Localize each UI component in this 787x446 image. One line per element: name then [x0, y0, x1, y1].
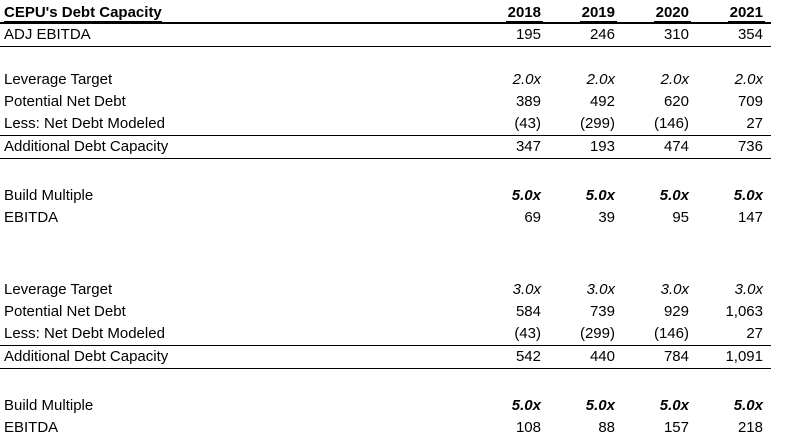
table-row: ADJ EBITDA 195 246 310 354	[0, 24, 771, 47]
cell-value[interactable]: 736	[737, 138, 763, 155]
cell-value[interactable]: 95	[672, 209, 689, 226]
cell-value[interactable]: 193	[589, 138, 615, 155]
cell-value[interactable]: (146)	[653, 115, 689, 132]
cell-value[interactable]: (43)	[514, 115, 541, 132]
table-row: Less: Net Debt Modeled (43) (299) (146) 27	[0, 323, 771, 346]
cell-value[interactable]: 5.0x	[659, 187, 689, 204]
cell-value[interactable]: 2.0x	[734, 71, 763, 88]
cell-value[interactable]: 929	[663, 303, 689, 320]
cell-value[interactable]: 2.0x	[512, 71, 541, 88]
column-header-2019[interactable]: 2019	[549, 3, 623, 22]
cell-value[interactable]: 440	[589, 348, 615, 365]
cell-value[interactable]: 3.0x	[586, 281, 615, 298]
cell-value[interactable]: 5.0x	[585, 397, 615, 414]
cell-value[interactable]: 147	[737, 209, 763, 226]
blank-row	[0, 159, 771, 185]
cell-value[interactable]: 2.0x	[586, 71, 615, 88]
year-label: 2018	[505, 4, 543, 22]
cell-value[interactable]: 1,063	[725, 303, 763, 320]
row-label[interactable]: Additional Debt Capacity	[4, 348, 169, 365]
cell-value[interactable]: 246	[589, 26, 615, 43]
cell-value[interactable]: 310	[663, 26, 689, 43]
cell-value[interactable]: 218	[737, 419, 763, 436]
title-cell[interactable]: CEPU's Debt Capacity	[0, 3, 475, 22]
blank-row	[0, 369, 771, 395]
row-label[interactable]: Potential Net Debt	[4, 93, 126, 110]
column-header-2020[interactable]: 2020	[623, 3, 697, 22]
cell-value[interactable]: 620	[663, 93, 689, 110]
cell-value[interactable]: (146)	[653, 325, 689, 342]
table-row: Leverage Target 3.0x 3.0x 3.0x 3.0x	[0, 279, 771, 301]
cell-value[interactable]: 3.0x	[512, 281, 541, 298]
year-label: 2021	[727, 4, 765, 22]
row-label[interactable]: EBITDA	[4, 209, 59, 226]
cell-value[interactable]: 27	[746, 115, 763, 132]
table-body: ADJ EBITDA 195 246 310 354 Leverage Target 2.0…	[0, 24, 771, 439]
cell-value[interactable]: (299)	[579, 325, 615, 342]
cell-value[interactable]: 3.0x	[734, 281, 763, 298]
cell-value[interactable]: 5.0x	[659, 397, 689, 414]
row-label[interactable]: ADJ EBITDA	[4, 26, 91, 43]
cell-value[interactable]: 389	[515, 93, 541, 110]
row-label[interactable]: EBITDA	[4, 419, 59, 436]
cell-value[interactable]: (299)	[579, 115, 615, 132]
debt-capacity-table: CEPU's Debt Capacity 2018 2019 2020 2021…	[0, 3, 771, 439]
cell-value[interactable]: 709	[737, 93, 763, 110]
table-row: Potential Net Debt 389 492 620 709	[0, 91, 771, 113]
row-label[interactable]: Less: Net Debt Modeled	[4, 115, 165, 132]
cell-value[interactable]: 5.0x	[733, 397, 763, 414]
row-label[interactable]: Build Multiple	[4, 187, 94, 204]
table-row: Build Multiple 5.0x 5.0x 5.0x 5.0x	[0, 185, 771, 207]
blank-row	[0, 229, 771, 279]
page-title: CEPU's Debt Capacity	[4, 4, 162, 22]
cell-value[interactable]: 108	[515, 419, 541, 436]
cell-value[interactable]: 584	[515, 303, 541, 320]
cell-value[interactable]: 5.0x	[511, 397, 541, 414]
cell-value[interactable]: 474	[663, 138, 689, 155]
cell-value[interactable]: 542	[515, 348, 541, 365]
table-row: EBITDA 108 88 157 218	[0, 417, 771, 439]
year-label: 2020	[653, 4, 691, 22]
cell-value[interactable]: 195	[515, 26, 541, 43]
cell-value[interactable]: 39	[598, 209, 615, 226]
cell-value[interactable]: 492	[589, 93, 615, 110]
table-row: Build Multiple 5.0x 5.0x 5.0x 5.0x	[0, 395, 771, 417]
cell-value[interactable]: 3.0x	[660, 281, 689, 298]
cell-value[interactable]: 5.0x	[733, 187, 763, 204]
cell-value[interactable]: 739	[589, 303, 615, 320]
cell-value[interactable]: 2.0x	[660, 71, 689, 88]
table-row: Less: Net Debt Modeled (43) (299) (146) 27	[0, 113, 771, 136]
row-label[interactable]: Potential Net Debt	[4, 303, 126, 320]
year-label: 2019	[579, 4, 617, 22]
cell-value[interactable]: 69	[524, 209, 541, 226]
table-row: Leverage Target 2.0x 2.0x 2.0x 2.0x	[0, 69, 771, 91]
table-row: Potential Net Debt 584 739 929 1,063	[0, 301, 771, 323]
cell-value[interactable]: 1,091	[725, 348, 763, 365]
row-label[interactable]: Additional Debt Capacity	[4, 138, 169, 155]
row-label[interactable]: Leverage Target	[4, 281, 113, 298]
table-row: Additional Debt Capacity 347 193 474 736	[0, 136, 771, 159]
cell-value[interactable]: 354	[737, 26, 763, 43]
cell-value[interactable]: (43)	[514, 325, 541, 342]
cell-value[interactable]: 88	[598, 419, 615, 436]
cell-value[interactable]: 5.0x	[585, 187, 615, 204]
cell-value[interactable]: 784	[663, 348, 689, 365]
row-label[interactable]: Leverage Target	[4, 71, 113, 88]
column-header-2021[interactable]: 2021	[697, 3, 771, 22]
row-label[interactable]: Build Multiple	[4, 397, 94, 414]
cell-value[interactable]: 27	[746, 325, 763, 342]
cell-value[interactable]: 5.0x	[511, 187, 541, 204]
cell-value[interactable]: 157	[663, 419, 689, 436]
cell-value[interactable]: 347	[515, 138, 541, 155]
column-header-2018[interactable]: 2018	[475, 3, 549, 22]
table-header-row: CEPU's Debt Capacity 2018 2019 2020 2021	[0, 3, 771, 24]
table-row: EBITDA 69 39 95 147	[0, 207, 771, 229]
table-row: Additional Debt Capacity 542 440 784 1,091	[0, 346, 771, 369]
row-label[interactable]: Less: Net Debt Modeled	[4, 325, 165, 342]
blank-row	[0, 47, 771, 69]
